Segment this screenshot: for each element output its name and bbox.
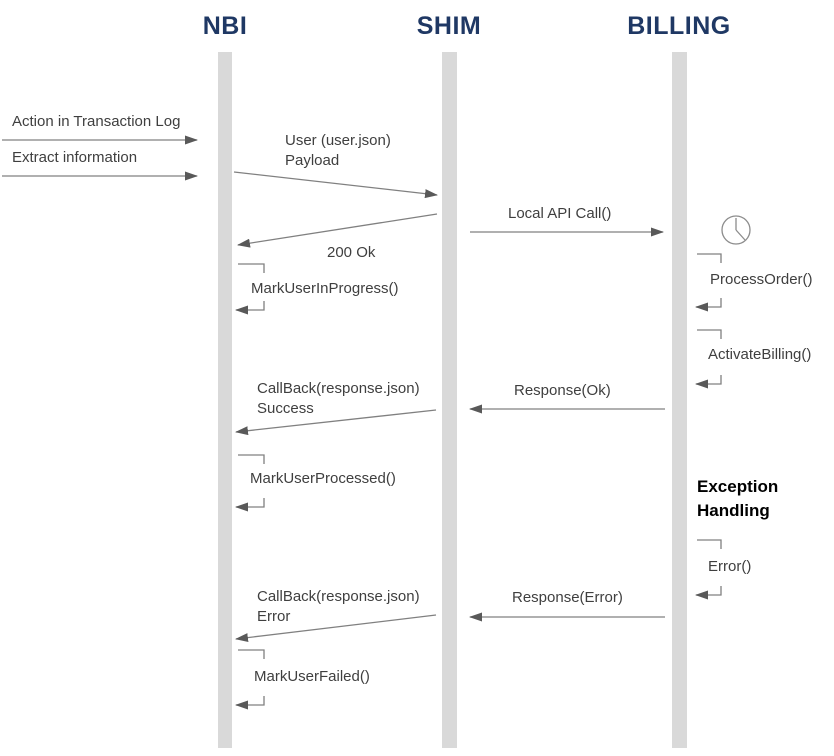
self-call-bracket-mark-user-processed: [238, 454, 265, 464]
self-call-return-arrow-mark-user-failed: [235, 696, 265, 710]
message-label-activate-billing: ActivateBilling(): [708, 346, 812, 363]
message-label-local-api-call: Local API Call(): [508, 205, 612, 222]
message-label-callback-success-line1: CallBack(response.json): [257, 380, 420, 397]
message-label-user-payload-line2: Payload: [285, 152, 340, 169]
self-call-bracket-mark-user-in-progress: [238, 263, 265, 273]
actor-label-nbi: NBI: [202, 12, 248, 40]
message-arrow-callback-success: [235, 409, 437, 436]
message-arrow-user-payload: [233, 171, 438, 199]
lifeline-billing: [672, 52, 687, 748]
message-arrow-callback-error: [235, 614, 437, 643]
message-label-user-payload-line1: User (user.json): [285, 132, 391, 149]
self-call-bracket-mark-user-failed: [238, 649, 265, 659]
message-label-response-error: Response(Error): [512, 589, 623, 606]
actor-label-billing: BILLING: [627, 12, 731, 40]
message-label-callback-success: CallBack(response.json) Success: [257, 379, 420, 419]
self-call-return-arrow-error: [695, 586, 722, 600]
message-label-callback-error: CallBack(response.json) Error: [257, 587, 420, 627]
lifeline-shim: [442, 52, 457, 748]
message-label-mark-user-in-progress: MarkUserInProgress(): [251, 280, 399, 297]
self-call-bracket-process-order: [697, 253, 722, 263]
self-call-bracket-activate-billing: [697, 329, 722, 339]
message-label-error: Error(): [708, 558, 752, 575]
message-label-extract-information: Extract information: [12, 149, 138, 166]
clock-icon: [721, 215, 751, 245]
message-label-200-ok: 200 Ok: [327, 244, 376, 261]
message-arrow-200-ok: [237, 213, 438, 248]
message-label-response-ok: Response(Ok): [514, 382, 611, 399]
message-label-callback-success-line2: Success: [257, 400, 314, 417]
self-call-return-arrow-mark-user-in-progress: [235, 301, 265, 315]
lifeline-nbi: [218, 52, 232, 748]
self-call-return-arrow-process-order: [695, 298, 722, 312]
message-label-process-order: ProcessOrder(): [710, 271, 813, 288]
self-call-return-arrow-mark-user-processed: [235, 498, 265, 512]
exception-handling-note: Exception Handling: [697, 477, 779, 520]
message-label-callback-error-line1: CallBack(response.json): [257, 588, 420, 605]
message-label-callback-error-line2: Error: [257, 608, 291, 625]
message-label-user-payload: User (user.json) Payload: [285, 131, 391, 171]
message-label-mark-user-failed: MarkUserFailed(): [254, 668, 370, 685]
self-call-return-arrow-activate-billing: [695, 375, 722, 389]
self-call-bracket-error: [697, 539, 722, 549]
actor-label-shim: SHIM: [416, 12, 482, 40]
message-label-mark-user-processed: MarkUserProcessed(): [250, 470, 396, 487]
message-label-action-in-transaction-log: Action in Transaction Log: [12, 113, 181, 130]
